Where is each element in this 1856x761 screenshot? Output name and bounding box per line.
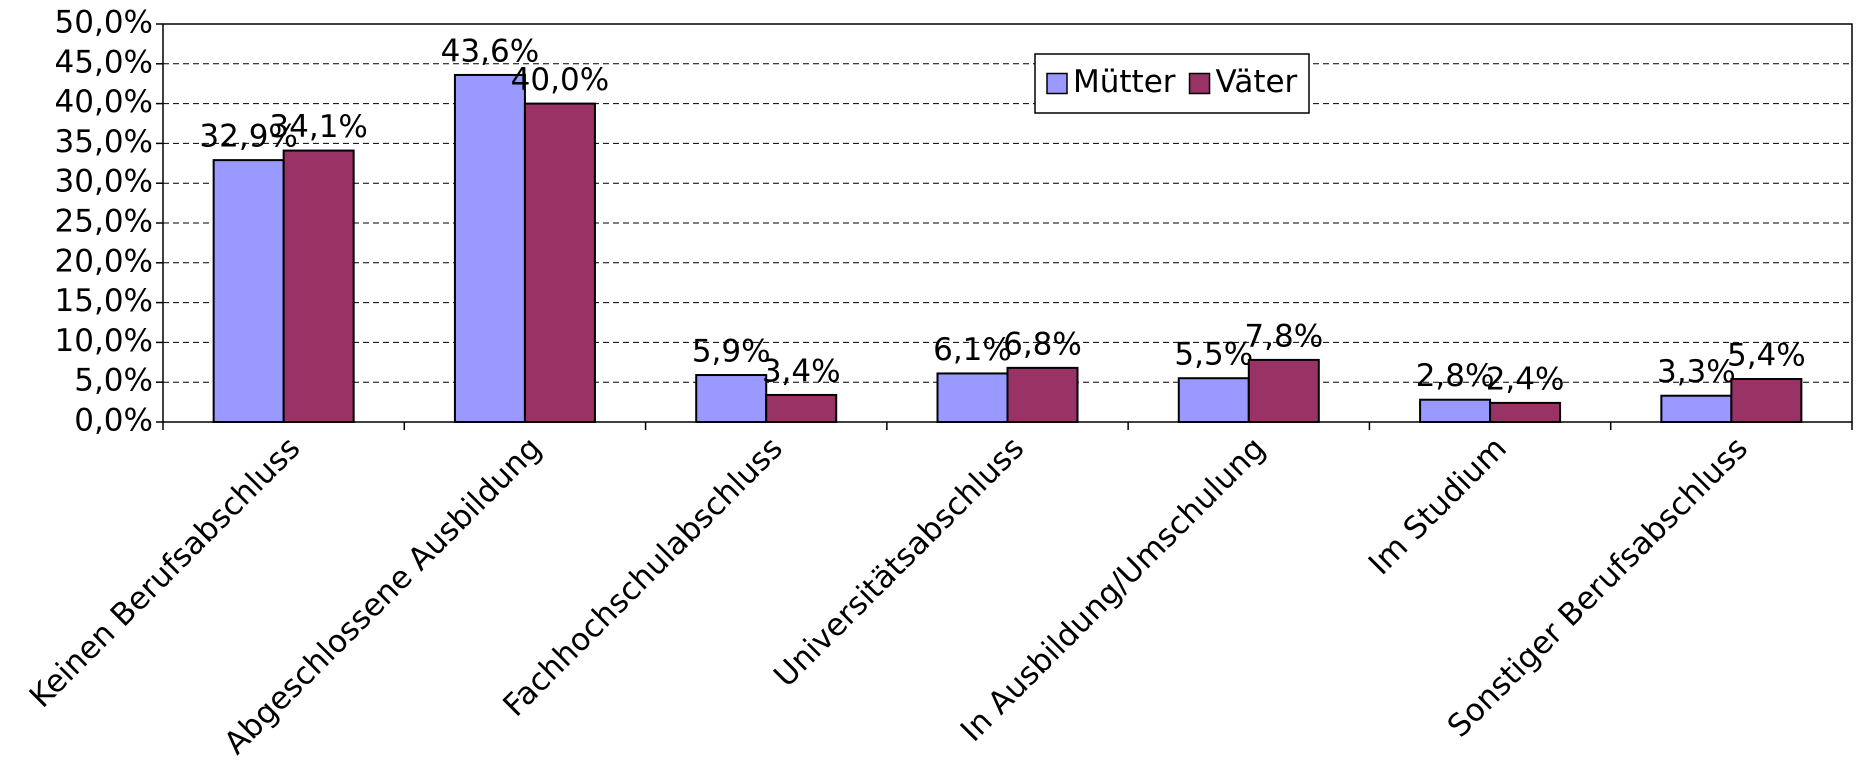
value-label: 5,4% [1727, 338, 1806, 374]
y-tick-label: 25,0% [55, 204, 153, 240]
value-label: 6,1% [933, 332, 1012, 368]
bar [1660, 394, 1733, 423]
y-tick-label: 40,0% [55, 84, 153, 120]
value-label: 34,1% [269, 109, 367, 145]
bar [765, 393, 838, 424]
y-tick-label: 45,0% [55, 44, 153, 80]
bar [1177, 377, 1250, 423]
y-tick-label: 10,0% [55, 323, 153, 359]
bar [523, 102, 596, 423]
legend-swatch [1188, 72, 1211, 95]
bar [1419, 398, 1492, 424]
y-tick-label: 20,0% [55, 243, 153, 279]
x-tick-label: Im Studium [1362, 430, 1514, 582]
bar [453, 73, 526, 423]
value-label: 40,0% [511, 62, 609, 98]
value-label: 3,3% [1657, 354, 1736, 390]
y-tick-label: 5,0% [74, 363, 153, 399]
legend-box [1034, 53, 1310, 114]
bar [1247, 358, 1320, 423]
legend-label: Väter [1216, 64, 1298, 100]
bar [1489, 401, 1562, 423]
value-label: 5,9% [692, 334, 771, 370]
value-label: 3,4% [762, 353, 841, 389]
bar [1730, 378, 1803, 423]
value-label: 32,9% [199, 119, 297, 155]
bar [936, 372, 1009, 423]
legend-label: Mütter [1073, 64, 1176, 100]
value-label: 2,8% [1416, 358, 1495, 394]
x-tick-label: Universitätsabschluss [767, 430, 1031, 694]
y-tick-label: 35,0% [55, 124, 153, 160]
y-tick-label: 50,0% [55, 5, 153, 41]
value-label: 7,8% [1244, 318, 1323, 354]
legend-swatch [1046, 72, 1068, 95]
y-tick-label: 30,0% [55, 164, 153, 200]
value-label: 43,6% [441, 33, 539, 69]
x-tick-label: Keinen Berufsabschluss [23, 430, 308, 715]
x-tick-label: Fachhochschulabschluss [496, 430, 790, 724]
y-tick-label: 0,0% [74, 403, 153, 439]
bar [695, 374, 768, 424]
y-tick-label: 15,0% [55, 283, 153, 319]
bar [282, 149, 355, 423]
bar [1006, 366, 1079, 424]
value-label: 6,8% [1003, 326, 1082, 362]
value-label: 2,4% [1486, 361, 1565, 397]
value-label: 5,5% [1174, 337, 1253, 373]
bar [212, 159, 285, 423]
